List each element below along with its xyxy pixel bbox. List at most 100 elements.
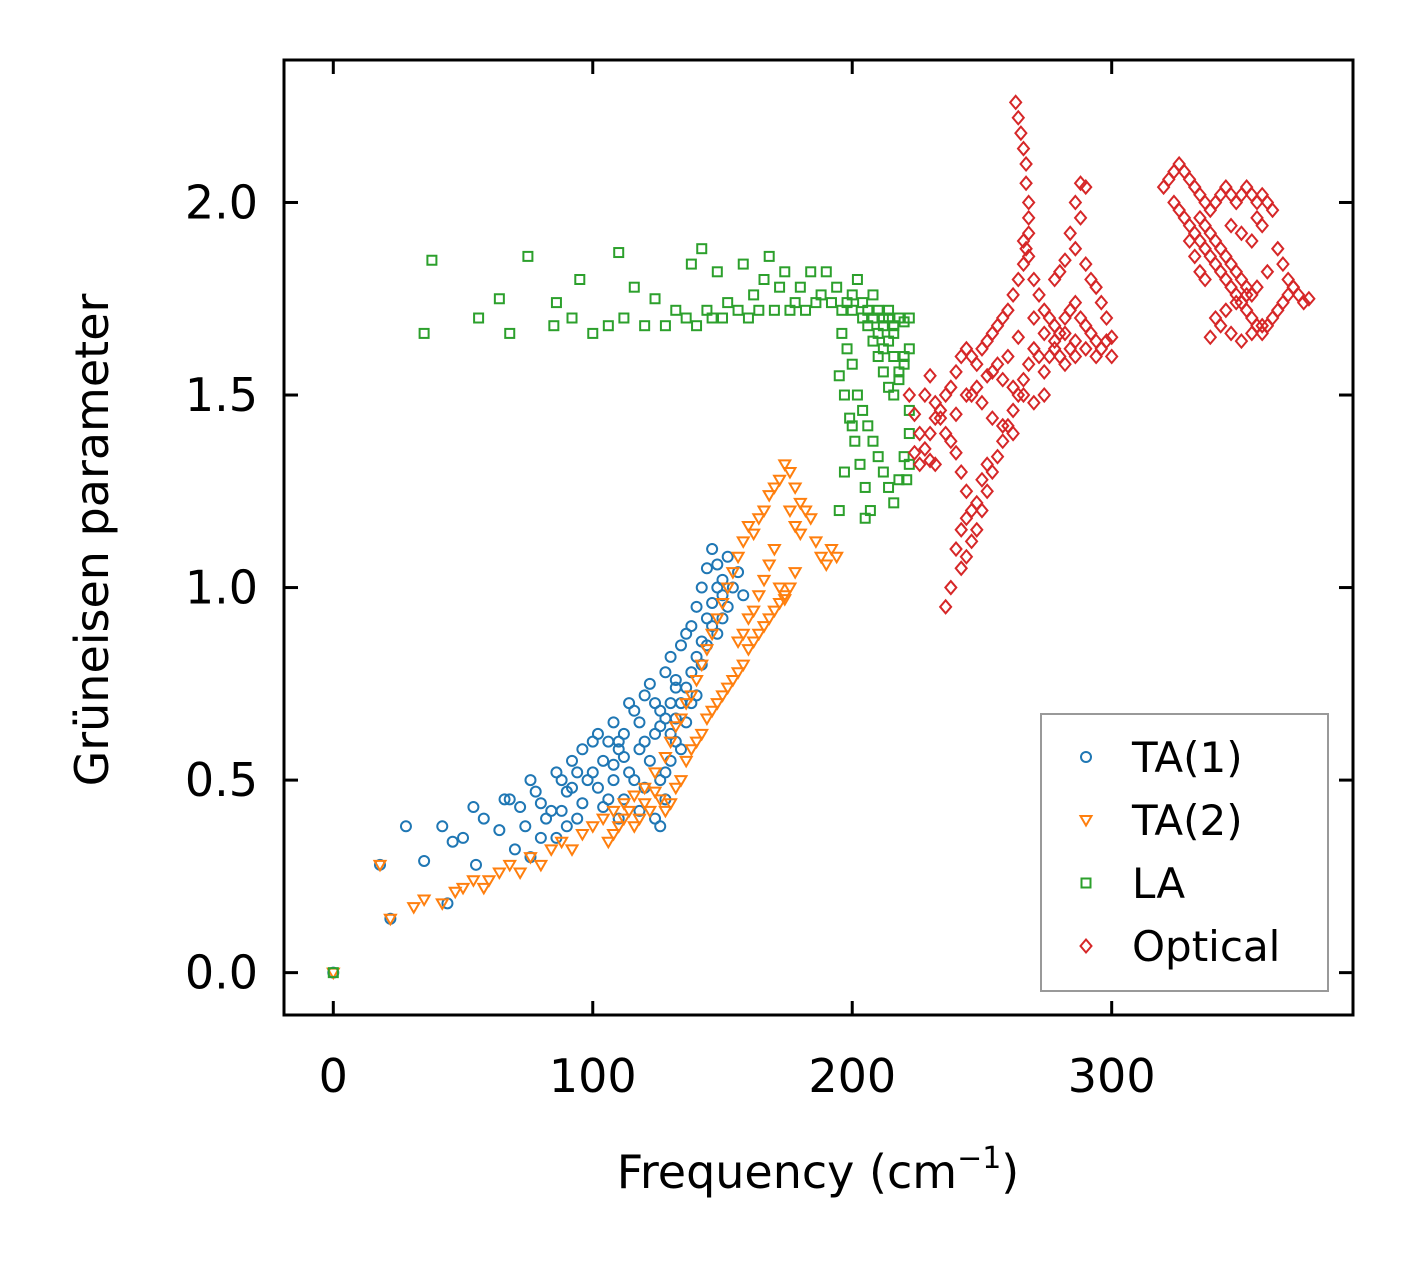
- point-la: [883, 481, 895, 493]
- point-la: [737, 258, 749, 270]
- point-optical: [918, 386, 932, 404]
- point-ta2: [741, 613, 756, 626]
- point-ta2: [787, 520, 803, 534]
- point-ta2: [416, 894, 432, 907]
- point-la: [903, 343, 915, 355]
- point-la: [877, 466, 889, 478]
- point-ta2: [756, 505, 772, 519]
- point-ta2: [715, 690, 730, 703]
- point-ta2: [787, 567, 803, 580]
- point-ta2: [751, 590, 767, 603]
- point-optical: [944, 433, 958, 450]
- legend-label-ta2: TA(2): [1131, 796, 1243, 845]
- legend-label-ta1: TA(1): [1131, 733, 1243, 782]
- legend-label-la: LA: [1132, 859, 1185, 908]
- point-ta1: [643, 677, 656, 690]
- point-optical: [949, 363, 963, 380]
- point-ta2: [694, 659, 709, 673]
- point-optical: [1244, 232, 1259, 250]
- point-la: [859, 481, 871, 493]
- point-ta2: [736, 659, 751, 673]
- point-la: [548, 320, 560, 332]
- point-ta1: [576, 797, 589, 810]
- point-la: [763, 250, 775, 262]
- x-axis-title-close: ): [1001, 1145, 1019, 1199]
- point-optical: [912, 425, 927, 442]
- point-la: [574, 273, 586, 285]
- point-la: [883, 304, 895, 316]
- point-ta2: [658, 805, 673, 819]
- legend-marker-ta1: [1080, 751, 1092, 763]
- point-la: [893, 366, 905, 378]
- point-optical: [1006, 379, 1020, 396]
- point-ta2: [704, 705, 720, 719]
- point-optical: [959, 548, 974, 565]
- point-ta2: [673, 713, 689, 726]
- x-tick-label: 100: [549, 1049, 637, 1103]
- point-la: [685, 258, 697, 270]
- point-la: [838, 466, 850, 478]
- point-ta2: [637, 782, 652, 796]
- point-optical: [1234, 225, 1249, 242]
- point-ta1: [436, 820, 449, 833]
- point-optical: [1019, 175, 1033, 192]
- point-ta1: [555, 774, 568, 787]
- point-la: [836, 327, 848, 339]
- point-la: [691, 320, 703, 332]
- point-ta2: [741, 644, 756, 657]
- point-optical: [1239, 286, 1254, 303]
- point-ta1: [674, 743, 687, 756]
- plot-frame: [282, 58, 1355, 1017]
- point-optical: [1014, 125, 1028, 142]
- point-la: [753, 304, 765, 316]
- point-la: [854, 458, 866, 470]
- point-optical: [1276, 256, 1290, 273]
- point-optical: [1068, 348, 1083, 365]
- point-optical: [1089, 279, 1103, 296]
- point-la: [888, 351, 900, 363]
- point-ta1: [638, 689, 651, 702]
- series-optical: [902, 94, 1316, 615]
- point-ta2: [647, 767, 663, 780]
- point-ta1: [659, 766, 672, 779]
- point-ta2: [611, 821, 626, 834]
- point-la: [888, 389, 900, 401]
- point-optical: [1001, 348, 1015, 365]
- point-la: [779, 266, 791, 278]
- point-ta2: [751, 628, 767, 642]
- point-optical: [1224, 325, 1238, 342]
- point-optical: [995, 417, 1010, 434]
- point-la: [418, 327, 430, 339]
- point-optical: [975, 394, 989, 411]
- point-optical: [1058, 325, 1072, 342]
- point-ta1: [664, 727, 677, 740]
- point-optical: [1270, 240, 1285, 257]
- point-ta2: [803, 513, 818, 526]
- point-ta1: [566, 754, 579, 767]
- point-la: [504, 327, 516, 339]
- point-optical: [1089, 348, 1103, 365]
- point-la: [831, 281, 843, 293]
- point-ta2: [684, 690, 699, 703]
- point-ta2: [658, 751, 673, 765]
- point-ta1: [612, 735, 625, 748]
- point-ta2: [710, 698, 725, 711]
- point-optical: [1104, 348, 1119, 365]
- point-optical: [912, 456, 927, 473]
- point-ta2: [725, 567, 741, 580]
- point-optical: [1224, 217, 1238, 234]
- point-optical: [1296, 294, 1311, 311]
- point-ta1: [514, 801, 527, 814]
- legend-entry-optical: Optical: [1079, 922, 1280, 971]
- point-optical: [1047, 271, 1062, 288]
- point-la: [844, 412, 856, 424]
- point-la: [706, 312, 718, 324]
- point-ta1: [674, 639, 687, 652]
- legend-label-optical: Optical: [1132, 922, 1280, 971]
- point-optical: [1047, 340, 1062, 357]
- point-ta1: [470, 858, 483, 871]
- point-la: [893, 474, 905, 486]
- point-ta2: [767, 605, 782, 619]
- point-optical: [949, 541, 963, 558]
